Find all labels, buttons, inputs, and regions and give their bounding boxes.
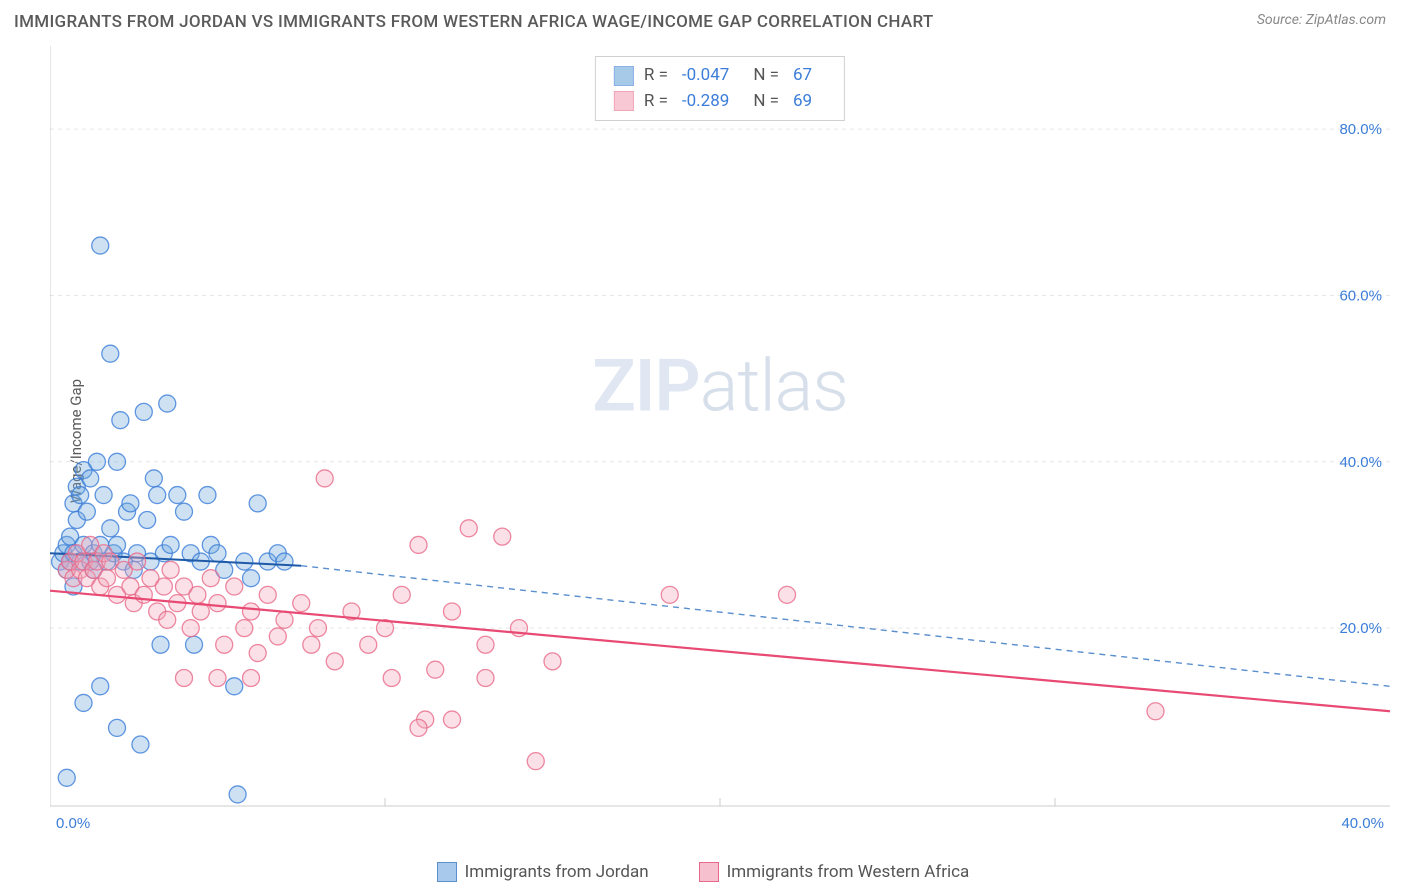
n-value-1: 69	[793, 89, 812, 115]
chart-header: IMMIGRANTS FROM JORDAN VS IMMIGRANTS FRO…	[0, 0, 1406, 40]
svg-text:60.0%: 60.0%	[1339, 287, 1382, 304]
bottom-legend-label-1: Immigrants from Western Africa	[727, 862, 970, 882]
bottom-legend-item-1: Immigrants from Western Africa	[699, 862, 970, 882]
r-label: R =	[644, 63, 668, 89]
r-value-0: -0.047	[682, 63, 729, 89]
bottom-legend-item-0: Immigrants from Jordan	[437, 862, 649, 882]
stats-legend-row-1: R = -0.289 N = 69	[614, 89, 826, 115]
svg-text:80.0%: 80.0%	[1339, 121, 1382, 138]
bottom-legend: Immigrants from Jordan Immigrants from W…	[0, 862, 1406, 882]
r-label: R =	[644, 89, 668, 115]
svg-text:40.0%: 40.0%	[1339, 454, 1382, 471]
scatter-plot: 20.0% 40.0% 60.0% 80.0% 0.0% 40.0%	[50, 46, 1390, 836]
svg-text:40.0%: 40.0%	[1341, 815, 1384, 832]
n-label: N =	[753, 89, 779, 115]
stats-legend: R = -0.047 N = 67 R = -0.289 N = 69	[595, 56, 845, 121]
bottom-legend-label-0: Immigrants from Jordan	[465, 862, 649, 882]
svg-text:0.0%: 0.0%	[56, 815, 90, 832]
legend-swatch-wafrica	[614, 91, 634, 111]
n-value-0: 67	[793, 63, 812, 89]
chart-container: Wage/Income Gap ZIPatlas 20.0%40.0%60.0%…	[50, 46, 1390, 836]
chart-source: Source: ZipAtlas.com	[1257, 12, 1386, 28]
r-value-1: -0.289	[682, 89, 729, 115]
legend-swatch-jordan	[614, 66, 634, 86]
chart-title: IMMIGRANTS FROM JORDAN VS IMMIGRANTS FRO…	[14, 12, 934, 32]
legend-swatch-wafrica-icon	[699, 862, 719, 882]
n-label: N =	[753, 63, 779, 89]
stats-legend-row-0: R = -0.047 N = 67	[614, 63, 826, 89]
legend-swatch-jordan-icon	[437, 862, 457, 882]
svg-text:20.0%: 20.0%	[1339, 620, 1382, 637]
